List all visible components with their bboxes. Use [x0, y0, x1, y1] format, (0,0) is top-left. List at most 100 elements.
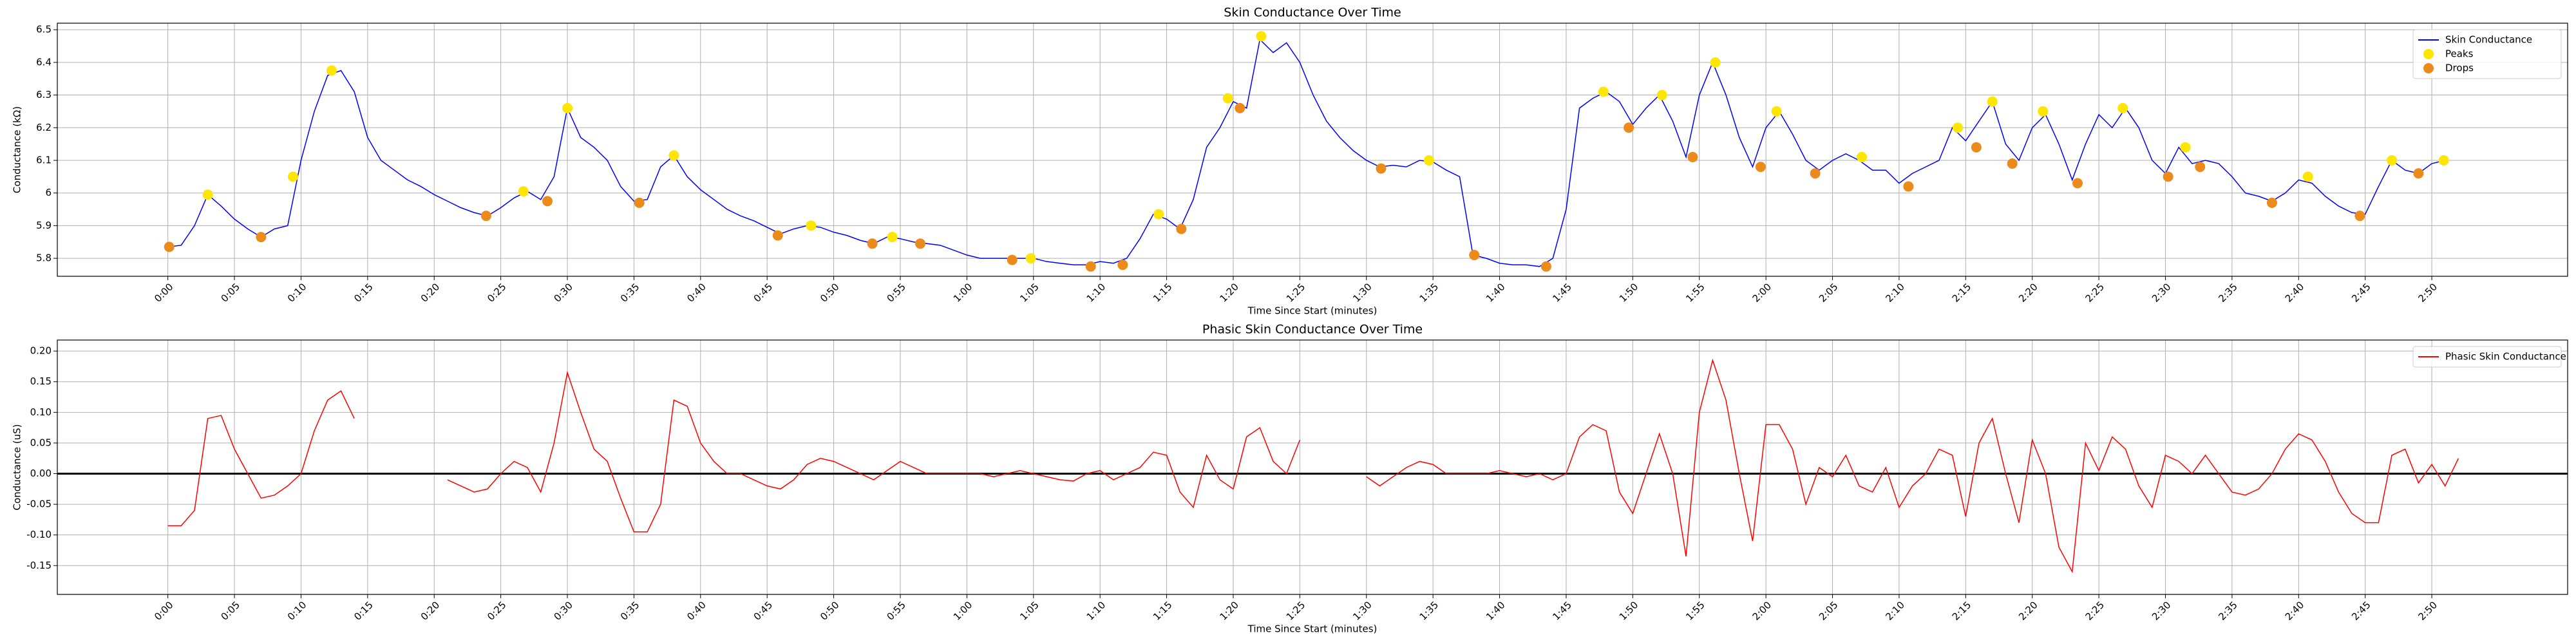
- x-tick-label: 2:40: [2283, 599, 2307, 623]
- data-point: [1153, 209, 1164, 220]
- x-tick-label: 0:25: [485, 281, 509, 305]
- data-point: [1222, 93, 1233, 104]
- x-tick-label: 1:50: [1617, 599, 1641, 623]
- x-tick-label: 0:55: [884, 281, 908, 305]
- data-point: [2387, 155, 2398, 166]
- data-point: [1755, 162, 1766, 173]
- data-point: [2117, 102, 2128, 113]
- data-line: [167, 38, 2445, 267]
- data-point: [1117, 260, 1128, 270]
- y-tick-label: 0.00: [30, 468, 52, 479]
- x-tick-label: 0:30: [551, 599, 575, 623]
- data-point: [1710, 57, 1721, 68]
- y-tick-label: 0.15: [30, 375, 52, 387]
- x-tick-label: 2:50: [2416, 281, 2440, 305]
- x-tick-label: 1:00: [951, 599, 975, 623]
- data-point: [542, 196, 553, 207]
- data-point: [202, 189, 213, 200]
- legend-label: Phasic Skin Conductance: [2445, 351, 2566, 363]
- data-point: [867, 238, 878, 249]
- data-point: [915, 238, 926, 249]
- y-tick-label: 0.10: [30, 406, 52, 418]
- data-point: [1687, 151, 1698, 162]
- x-tick-label: 2:10: [1883, 281, 1907, 305]
- data-point: [562, 102, 573, 113]
- x-tick-label: 1:15: [1151, 281, 1175, 305]
- data-point: [1376, 163, 1387, 174]
- data-point: [1469, 250, 1480, 261]
- data-point: [1987, 96, 1998, 107]
- x-tick-label: 1:20: [1217, 599, 1241, 623]
- x-tick-label: 0:00: [152, 281, 176, 305]
- data-point: [772, 230, 783, 241]
- x-tick-label: 1:10: [1084, 599, 1108, 623]
- data-point: [2180, 142, 2191, 153]
- data-point: [1971, 142, 1982, 153]
- x-tick-label: 0:15: [352, 599, 375, 623]
- x-tick-label: 1:15: [1151, 599, 1175, 623]
- legend-frame: [2412, 29, 2562, 79]
- x-tick-label: 1:35: [1417, 281, 1441, 305]
- x-tick-label: 1:25: [1284, 599, 1308, 623]
- x-tick-label: 0:35: [618, 281, 642, 305]
- x-tick-label: 2:25: [2083, 599, 2107, 623]
- data-point: [1771, 106, 1782, 117]
- x-tick-label: 0:00: [152, 599, 176, 623]
- legend-frame: [2412, 346, 2562, 368]
- x-tick-label: 0:50: [818, 599, 842, 623]
- subplot: Phasic Skin Conductance Over Time -0.15 -0…: [12, 323, 2568, 635]
- x-tick-label: 0:35: [618, 599, 642, 623]
- x-tick-label: 1:25: [1284, 281, 1308, 305]
- x-tick-label: 1:50: [1617, 281, 1641, 305]
- data-point: [2163, 171, 2174, 182]
- data-point: [1903, 181, 1914, 192]
- x-tick-label: 1:10: [1084, 281, 1108, 305]
- x-axis-label: Time Since Start (minutes): [1247, 305, 1378, 317]
- data-point: [634, 197, 645, 208]
- x-tick-label: 1:40: [1484, 281, 1508, 305]
- x-tick-label: 2:35: [2216, 281, 2240, 305]
- x-tick-label: 1:40: [1484, 599, 1508, 623]
- data-point: [2354, 211, 2365, 222]
- x-tick-label: 2:30: [2150, 599, 2174, 623]
- y-tick-label: -0.10: [26, 529, 52, 540]
- x-tick-label: 2:05: [1817, 599, 1841, 623]
- x-tick-label: 0:20: [419, 599, 442, 623]
- x-tick-label: 2:50: [2416, 599, 2440, 623]
- legend-label: Peaks: [2445, 48, 2474, 60]
- y-tick-label: 6: [45, 187, 52, 198]
- legend-label: Drops: [2445, 62, 2474, 74]
- subplot: Skin Conductance Over Time 5.8 5.9 6 6.1 6.2 6…: [12, 6, 2568, 317]
- x-tick-label: 1:55: [1683, 281, 1707, 305]
- x-tick-label: 2:00: [1750, 281, 1774, 305]
- x-tick-label: 1:35: [1417, 599, 1441, 623]
- x-tick-label: 0:55: [884, 599, 908, 623]
- data-point: [2413, 168, 2424, 179]
- y-tick-label: 5.9: [36, 220, 52, 231]
- x-tick-label: 0:40: [685, 599, 708, 623]
- data-point: [2438, 155, 2449, 166]
- data-point: [1176, 223, 1187, 234]
- data-point: [1025, 253, 1036, 264]
- data-point: [1952, 122, 1963, 133]
- data-point: [1857, 151, 1868, 162]
- x-tick-label: 2:30: [2150, 281, 2174, 305]
- x-tick-label: 1:30: [1350, 599, 1374, 623]
- data-point: [2266, 197, 2277, 208]
- x-tick-label: 2:15: [1950, 281, 1974, 305]
- legend-label: Skin Conductance: [2445, 34, 2532, 46]
- x-tick-label: 2:20: [2016, 281, 2040, 305]
- legend: Phasic Skin Conductance: [2412, 346, 2566, 368]
- y-tick-label: 6.2: [36, 122, 52, 133]
- data-point: [668, 150, 679, 161]
- plot-frame: [57, 339, 2568, 595]
- x-tick-label: 0:05: [218, 281, 242, 305]
- y-tick-label: 0.20: [30, 345, 52, 357]
- plot-frame: [57, 23, 2568, 277]
- x-tick-label: 2:25: [2083, 281, 2107, 305]
- data-point: [1085, 261, 1096, 272]
- data-point: [2195, 162, 2206, 173]
- data-point: [1624, 122, 1634, 133]
- x-tick-label: 0:10: [285, 281, 309, 305]
